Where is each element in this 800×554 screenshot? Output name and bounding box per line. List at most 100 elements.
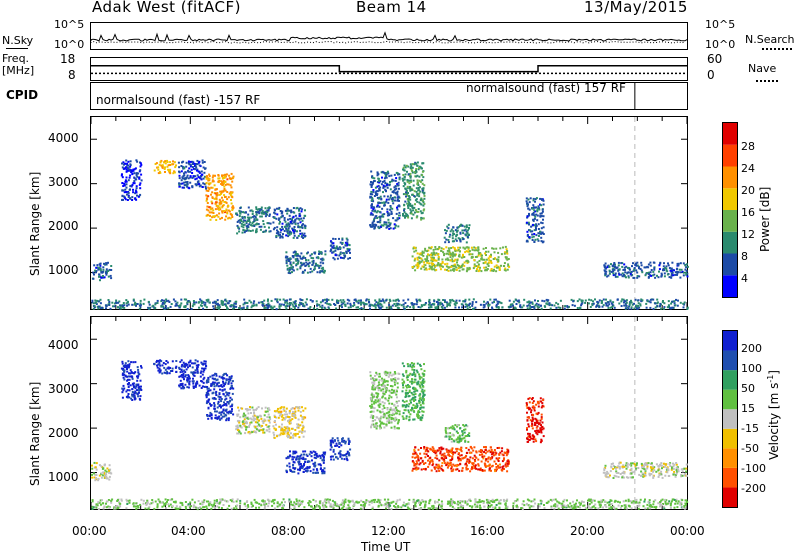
heatmap-cell-0-5 xyxy=(236,221,239,223)
heatmap-cell-0-11 xyxy=(507,263,510,266)
heatmap-cell-0-15 xyxy=(271,307,274,310)
heatmap-cell-0-15 xyxy=(97,307,100,310)
heatmap-cell-1-6 xyxy=(285,410,287,413)
heatmap-cell-1-2 xyxy=(171,360,174,363)
heatmap-cell-0-6 xyxy=(301,226,304,229)
heatmap-cell-0-11 xyxy=(420,257,423,260)
heatmap-cell-1-5 xyxy=(247,417,250,420)
heatmap-cell-1-8 xyxy=(347,437,350,440)
heatmap-cell-1-5 xyxy=(258,419,260,422)
heatmap-cell-0-15 xyxy=(639,303,642,306)
heatmap-cell-0-15 xyxy=(580,303,583,305)
heatmap-cell-1-2 xyxy=(161,364,164,367)
heatmap-cell-0-2 xyxy=(174,166,177,169)
heatmap-cell-0-10 xyxy=(407,215,409,218)
heatmap-cell-0-15 xyxy=(164,301,166,304)
heatmap-cell-1-6 xyxy=(292,436,295,439)
heatmap-cell-1-4 xyxy=(226,401,229,403)
power-ytick-1000: 1000 xyxy=(48,263,79,277)
heatmap-cell-0-9 xyxy=(385,176,388,179)
heatmap-cell-0-1 xyxy=(126,169,129,172)
heatmap-cell-0-15 xyxy=(113,302,116,305)
heatmap-cell-1-10 xyxy=(415,369,418,372)
heatmap-cell-0-6 xyxy=(287,235,290,238)
freq-label: Freq. xyxy=(2,52,30,65)
heatmap-cell-0-5 xyxy=(244,216,246,219)
heatmap-cell-0-11 xyxy=(488,255,491,258)
heatmap-cell-0-14 xyxy=(620,262,623,265)
heatmap-cell-0-1 xyxy=(132,191,135,194)
heatmap-cell-1-5 xyxy=(262,428,265,431)
heatmap-cell-0-13 xyxy=(539,230,541,233)
heatmap-cell-0-15 xyxy=(246,306,249,309)
heatmap-cell-0-15 xyxy=(341,306,343,309)
heatmap-cell-0-14 xyxy=(652,270,655,273)
heatmap-cell-1-5 xyxy=(236,413,239,416)
heatmap-cell-1-9 xyxy=(386,408,389,411)
heatmap-cell-1-5 xyxy=(243,422,246,425)
heatmap-cell-0-15 xyxy=(667,304,670,307)
heatmap-cell-0-11 xyxy=(426,261,429,264)
heatmap-cell-0-15 xyxy=(406,305,409,308)
heatmap-cell-0-1 xyxy=(139,187,142,190)
heatmap-cell-0-3 xyxy=(187,160,190,163)
heatmap-cell-0-10 xyxy=(402,168,404,171)
heatmap-cell-1-10 xyxy=(422,392,425,395)
heatmap-cell-0-0 xyxy=(107,270,110,272)
heatmap-cell-0-9 xyxy=(379,201,382,204)
heatmap-cell-0-11 xyxy=(446,252,449,255)
heatmap-cell-1-4 xyxy=(219,418,221,421)
heatmap-cell-0-7 xyxy=(309,254,312,257)
heatmap-cell-0-12 xyxy=(444,229,446,232)
heatmap-cell-0-10 xyxy=(416,194,419,197)
heatmap-cell-0-3 xyxy=(190,168,193,171)
heatmap-cell-1-5 xyxy=(254,425,257,428)
heatmap-cell-0-14 xyxy=(622,268,625,271)
heatmap-cell-0-11 xyxy=(459,246,462,249)
heatmap-cell-0-9 xyxy=(381,176,383,179)
heatmap-cell-1-9 xyxy=(375,378,378,381)
heatmap-cell-0-11 xyxy=(506,268,509,271)
heatmap-cell-0-11 xyxy=(424,249,427,252)
heatmap-cell-1-9 xyxy=(385,417,388,420)
heatmap-cell-0-15 xyxy=(347,306,350,309)
heatmap-cell-0-7 xyxy=(295,259,298,262)
heatmap-cell-0-15 xyxy=(397,302,400,305)
heatmap-cell-1-6 xyxy=(296,432,299,435)
nave-label: Nave xyxy=(748,62,777,75)
heatmap-cell-1-4 xyxy=(205,392,208,394)
heatmap-cell-0-1 xyxy=(123,195,126,198)
heatmap-cell-0-11 xyxy=(477,270,480,273)
heatmap-cell-0-9 xyxy=(388,227,391,230)
heatmap-cell-1-5 xyxy=(268,419,271,422)
heatmap-cell-0-2 xyxy=(167,164,170,167)
heatmap-cell-1-0 xyxy=(105,470,108,473)
heatmap-cell-0-15 xyxy=(278,305,281,308)
heatmap-cell-0-14 xyxy=(631,265,633,268)
heatmap-cell-0-10 xyxy=(404,188,407,191)
heatmap-cell-0-10 xyxy=(402,213,404,215)
heatmap-cell-0-11 xyxy=(485,266,488,269)
heatmap-cell-0-15 xyxy=(324,307,327,310)
heatmap-cell-0-11 xyxy=(433,268,436,271)
heatmap-cell-0-15 xyxy=(154,307,157,310)
heatmap-cell-1-10 xyxy=(408,389,411,392)
heatmap-cell-0-15 xyxy=(377,303,380,306)
heatmap-cell-1-9 xyxy=(382,416,385,419)
heatmap-cell-1-1 xyxy=(126,395,129,398)
heatmap-cell-0-10 xyxy=(420,198,423,201)
heatmap-cell-1-6 xyxy=(288,412,291,415)
heatmap-cell-1-6 xyxy=(274,423,277,426)
heatmap-cell-1-4 xyxy=(208,402,211,405)
heatmap-cell-0-14 xyxy=(612,265,614,268)
heatmap-cell-0-1 xyxy=(129,160,132,163)
heatmap-cell-0-13 xyxy=(528,223,530,226)
heatmap-cell-0-15 xyxy=(455,299,458,302)
heatmap-cell-0-15 xyxy=(162,307,165,310)
heatmap-cell-1-3 xyxy=(204,362,207,365)
heatmap-cell-1-5 xyxy=(243,412,245,415)
heatmap-cell-0-0 xyxy=(107,275,110,278)
heatmap-cell-0-11 xyxy=(434,264,437,267)
heatmap-cell-0-9 xyxy=(397,181,400,184)
heatmap-cell-0-15 xyxy=(276,298,279,301)
